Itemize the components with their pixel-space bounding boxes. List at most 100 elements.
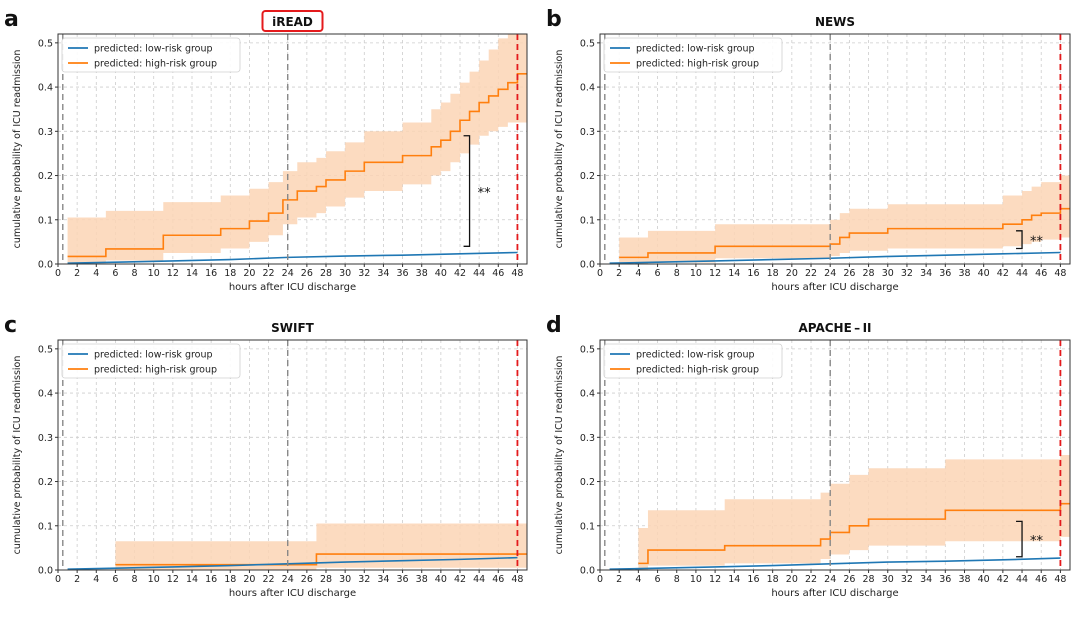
panel-d: 0 2 4 6 8 10 12 14 16 18 20 22 24 26 28 30 32 34 36 38 40 42 4… (546, 313, 1071, 599)
panel-title: APACHE – II (798, 321, 871, 335)
x-tick-label: 48 (1054, 574, 1066, 585)
legend-label-high-risk: predicted: high-risk group (94, 365, 217, 376)
x-tick-label: 0 (597, 268, 603, 279)
y-tick-label: 0.1 (38, 215, 53, 226)
x-tick-label: 8 (132, 574, 138, 585)
x-tick-label: 16 (205, 574, 217, 585)
y-tick-label: 0.0 (38, 260, 53, 271)
x-tick-label: 20 (786, 574, 798, 585)
x-tick-label: 12 (709, 268, 721, 279)
x-tick-label: 48 (1054, 268, 1066, 279)
legend-label-high-risk: predicted: high-risk group (636, 365, 759, 376)
x-tick-label: 38 (958, 268, 970, 279)
panel-letter: c (4, 313, 17, 338)
y-tick-label: 0.5 (580, 38, 595, 49)
confidence-band-high-risk (619, 175, 1070, 264)
x-tick-label: 44 (1016, 268, 1028, 279)
x-tick-label: 42 (454, 574, 466, 585)
x-tick-label: 24 (824, 268, 836, 279)
legend-box (61, 343, 241, 379)
x-tick-label: 22 (263, 268, 275, 279)
x-axis-label: hours after ICU discharge (771, 282, 898, 293)
y-tick-label: 0.5 (580, 344, 595, 355)
y-tick-label: 0.2 (580, 477, 595, 488)
x-tick-label: 40 (978, 574, 990, 585)
x-tick-label: 30 (882, 268, 894, 279)
y-tick-label: 0.4 (38, 389, 53, 400)
x-tick-label: 6 (655, 574, 661, 585)
significance-label: ** (478, 186, 492, 201)
panel-title: NEWS (815, 15, 855, 29)
x-tick-label: 30 (339, 574, 351, 585)
x-tick-label: 2 (74, 268, 80, 279)
x-tick-label: 16 (747, 574, 759, 585)
x-tick-label: 26 (301, 574, 313, 585)
legend-label-low-risk: predicted: low-risk group (636, 350, 755, 361)
x-tick-label: 10 (690, 574, 702, 585)
y-tick-label: 0.5 (38, 38, 53, 49)
x-tick-label: 18 (767, 574, 779, 585)
x-tick-label: 18 (767, 268, 779, 279)
y-axis-label: cumulative probability of ICU readmissio… (12, 50, 23, 249)
x-tick-label: 6 (112, 268, 118, 279)
x-tick-label: 36 (939, 268, 951, 279)
y-tick-label: 0.3 (38, 433, 53, 444)
x-tick-label: 44 (1016, 574, 1028, 585)
significance-bracket (463, 135, 471, 247)
x-tick-label: 44 (473, 268, 485, 279)
x-tick-label: 34 (920, 574, 932, 585)
y-tick-label: 0.0 (38, 566, 53, 577)
x-tick-label: 2 (74, 574, 80, 585)
significance-bracket (1016, 520, 1023, 558)
plot-frame (599, 33, 1071, 265)
plot-frame (57, 33, 528, 265)
x-tick-label: 14 (186, 268, 198, 279)
y-tick-label: 0.4 (38, 83, 53, 94)
title-highlight-box (261, 10, 324, 32)
x-tick-label: 40 (435, 574, 447, 585)
x-tick-label: 14 (728, 574, 740, 585)
x-tick-label: 32 (358, 268, 370, 279)
series-line-high-risk (638, 502, 1070, 565)
x-tick-label: 26 (843, 574, 855, 585)
x-tick-label: 4 (635, 268, 641, 279)
legend-box (603, 343, 783, 379)
y-tick-label: 0.4 (580, 83, 595, 94)
x-tick-label: 34 (377, 574, 389, 585)
x-tick-label: 44 (473, 574, 485, 585)
y-tick-label: 0.5 (38, 344, 53, 355)
x-tick-label: 28 (320, 574, 332, 585)
panel-title: SWIFT (271, 321, 315, 335)
x-tick-label: 24 (282, 268, 294, 279)
panel-letter: b (546, 7, 562, 32)
x-tick-label: 42 (997, 574, 1009, 585)
x-tick-label: 22 (805, 268, 817, 279)
x-tick-label: 22 (263, 574, 275, 585)
x-tick-label: 34 (920, 268, 932, 279)
x-tick-label: 42 (997, 268, 1009, 279)
x-tick-label: 32 (901, 268, 913, 279)
panel-title: iREAD (272, 15, 313, 29)
y-tick-label: 0.1 (38, 521, 53, 532)
x-tick-label: 10 (148, 574, 160, 585)
x-tick-label: 38 (416, 268, 428, 279)
panel-b: 0 2 4 6 8 10 12 14 16 18 20 22 24 26 28 30 32 34 36 38 40 42 4… (546, 7, 1071, 293)
panel-a: 0 2 4 6 8 10 12 14 16 18 20 22 24 26 28 30 32 34 36 38 40 42 4… (4, 7, 528, 293)
x-tick-label: 46 (1035, 268, 1047, 279)
x-tick-label: 12 (167, 574, 179, 585)
x-tick-label: 26 (843, 268, 855, 279)
x-tick-label: 30 (882, 574, 894, 585)
x-tick-label: 0 (55, 268, 61, 279)
y-tick-label: 0.2 (38, 171, 53, 182)
x-tick-label: 24 (282, 574, 294, 585)
x-tick-label: 18 (224, 268, 236, 279)
confidence-band-high-risk (115, 523, 527, 570)
x-tick-label: 2 (616, 574, 622, 585)
x-tick-label: 4 (93, 574, 99, 585)
panel-letter: d (546, 313, 562, 338)
x-tick-label: 46 (1035, 574, 1047, 585)
x-tick-label: 48 (511, 268, 523, 279)
legend-box (61, 37, 241, 73)
x-tick-label: 36 (397, 574, 409, 585)
